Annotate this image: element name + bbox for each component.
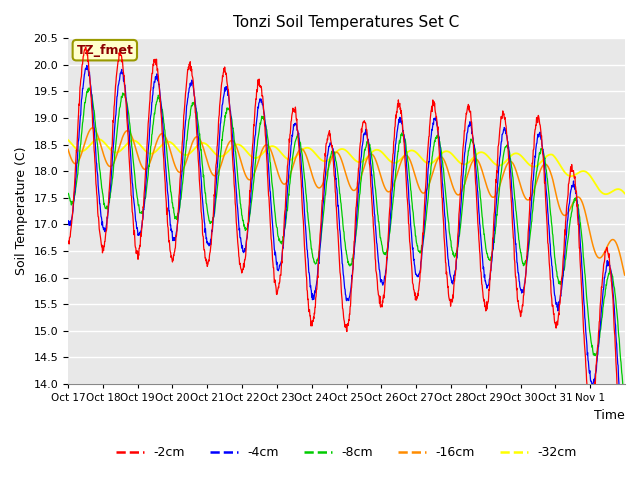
Legend: -2cm, -4cm, -8cm, -16cm, -32cm: -2cm, -4cm, -8cm, -16cm, -32cm (111, 441, 582, 464)
X-axis label: Time: Time (595, 408, 625, 421)
Y-axis label: Soil Temperature (C): Soil Temperature (C) (15, 147, 28, 276)
Text: TZ_fmet: TZ_fmet (76, 44, 133, 57)
Title: Tonzi Soil Temperatures Set C: Tonzi Soil Temperatures Set C (234, 15, 460, 30)
